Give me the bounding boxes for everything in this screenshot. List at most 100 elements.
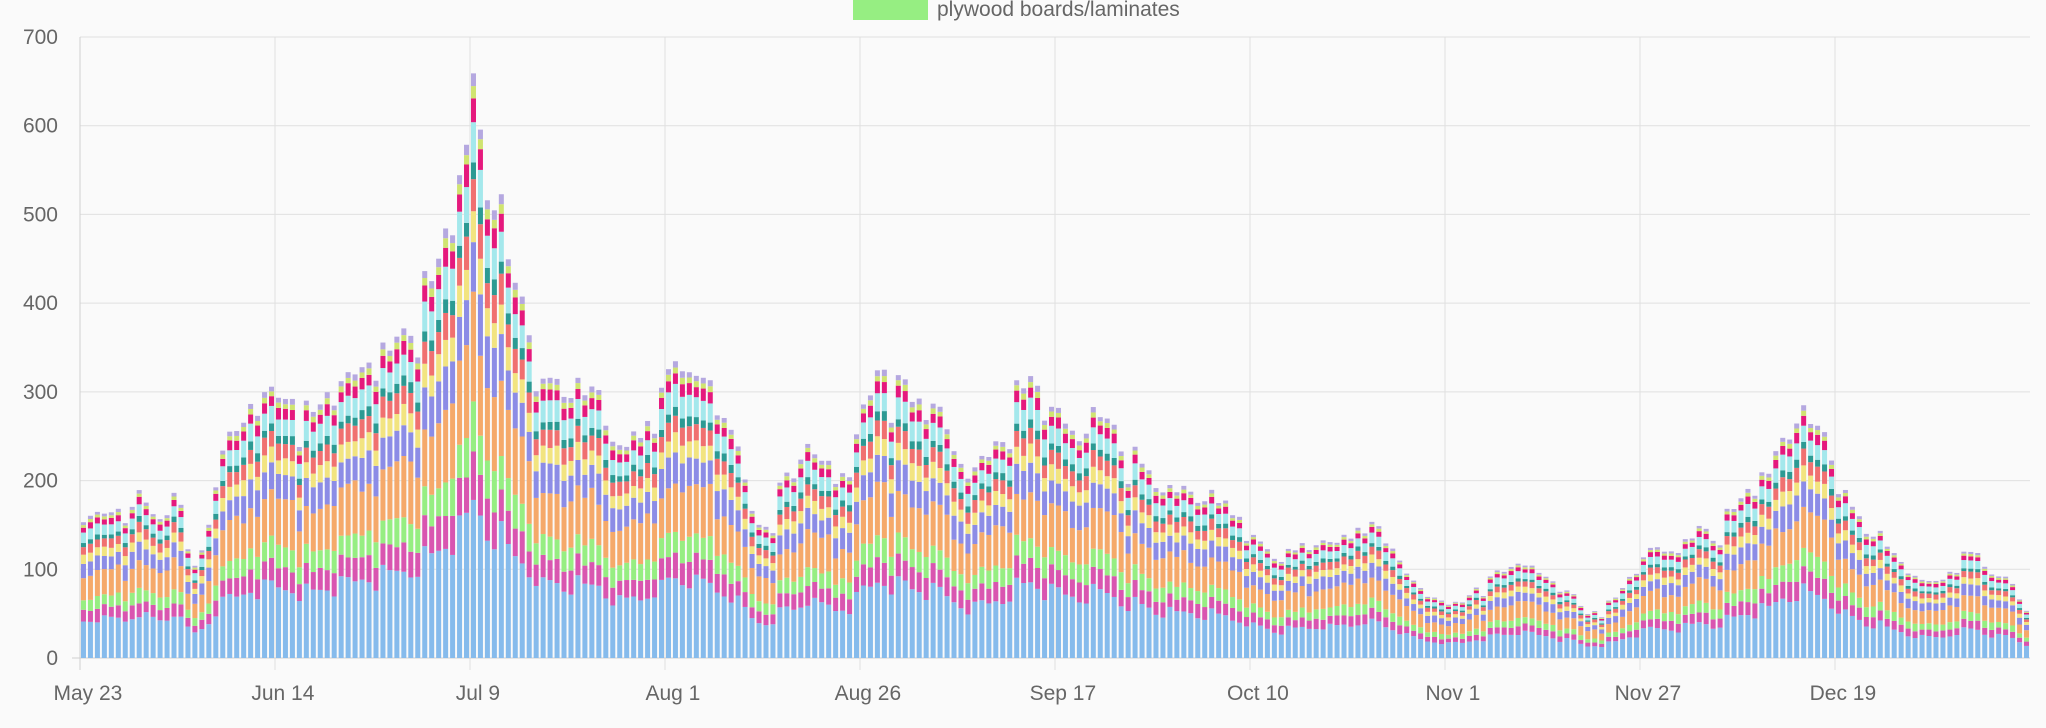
bar-segment bbox=[979, 532, 985, 567]
bar-segment bbox=[547, 580, 553, 658]
bar-segment bbox=[1989, 590, 1995, 595]
bar-segment bbox=[1090, 417, 1096, 428]
bar-segment bbox=[317, 567, 323, 590]
bar-segment bbox=[1613, 622, 1619, 632]
legend-swatch[interactable] bbox=[853, 0, 928, 20]
bar-segment bbox=[1571, 639, 1577, 658]
bar-segment bbox=[624, 580, 630, 598]
bar-segment bbox=[122, 611, 128, 622]
bar-segment bbox=[1815, 493, 1821, 516]
bar-segment bbox=[1432, 642, 1438, 658]
bar-segment bbox=[1522, 565, 1528, 568]
bar-segment bbox=[1849, 506, 1855, 510]
bar-segment bbox=[1494, 586, 1500, 593]
bar-segment bbox=[679, 585, 685, 658]
bar-segment bbox=[854, 576, 860, 592]
bar-segment bbox=[143, 612, 149, 658]
bar-segment bbox=[436, 488, 442, 517]
bar-segment bbox=[122, 523, 128, 526]
bar-segment bbox=[1139, 543, 1145, 574]
bar-segment bbox=[1752, 498, 1758, 502]
bar-segment bbox=[1870, 628, 1876, 658]
bar-segment bbox=[1097, 484, 1103, 509]
bar-segment bbox=[1613, 616, 1619, 623]
bar-segment bbox=[1069, 464, 1075, 472]
bar-segment bbox=[227, 431, 233, 437]
bar-segment bbox=[1264, 628, 1270, 658]
bar-segment bbox=[477, 515, 483, 658]
bar-segment bbox=[1766, 480, 1772, 489]
bar-segment bbox=[122, 533, 128, 544]
bar-segment bbox=[561, 591, 567, 658]
bar-segment bbox=[1842, 530, 1848, 541]
bar-segment bbox=[1557, 597, 1563, 602]
bar-segment bbox=[1202, 501, 1208, 505]
bar-segment bbox=[429, 553, 435, 658]
bar-segment bbox=[234, 596, 240, 658]
bar-segment bbox=[1724, 532, 1730, 537]
bar-segment bbox=[1996, 577, 2002, 580]
bar-segment bbox=[902, 464, 908, 495]
bar-segment bbox=[1000, 506, 1006, 527]
bar-segment bbox=[2017, 599, 2023, 601]
bar-segment bbox=[1494, 606, 1500, 621]
bar-segment bbox=[1111, 457, 1117, 466]
bar-segment bbox=[387, 570, 393, 658]
bar-segment bbox=[1557, 630, 1563, 637]
bar-segment bbox=[1585, 646, 1591, 658]
bar-segment bbox=[1717, 590, 1723, 610]
bar-segment bbox=[1536, 588, 1542, 593]
bar-segment bbox=[659, 538, 665, 559]
bar-segment bbox=[714, 451, 720, 459]
bar-segment bbox=[1167, 524, 1173, 536]
bar-segment bbox=[540, 378, 546, 384]
bar-segment bbox=[784, 606, 790, 658]
bar-segment bbox=[1257, 617, 1263, 626]
bar-segment bbox=[665, 392, 671, 415]
bar-segment bbox=[895, 553, 901, 577]
bar-segment bbox=[255, 453, 261, 462]
bar-segment bbox=[1432, 606, 1438, 609]
bar-segment bbox=[80, 600, 86, 610]
bar-segment bbox=[1188, 521, 1194, 533]
bar-segment bbox=[777, 580, 783, 594]
bar-segment bbox=[2010, 595, 2016, 598]
bar-segment bbox=[1668, 595, 1674, 612]
bar-segment bbox=[1898, 617, 1904, 625]
bar-segment bbox=[1299, 576, 1305, 586]
bar-segment bbox=[665, 414, 671, 423]
bar-segment bbox=[686, 441, 692, 458]
bar-segment bbox=[199, 558, 205, 567]
bar-segment bbox=[477, 149, 483, 170]
bar-segment bbox=[1049, 480, 1055, 504]
bar-segment bbox=[1856, 519, 1862, 522]
bar-segment bbox=[1919, 598, 1925, 604]
bar-segment bbox=[1829, 608, 1835, 658]
bar-segment bbox=[923, 420, 929, 425]
bar-segment bbox=[582, 497, 588, 546]
bar-segment bbox=[464, 477, 470, 513]
legend-label[interactable]: plywood boards/laminates bbox=[937, 0, 1180, 21]
bar-segment bbox=[401, 517, 407, 543]
bar-segment bbox=[902, 401, 908, 424]
bar-segment bbox=[881, 382, 887, 394]
bar-segment bbox=[519, 563, 525, 658]
bar-segment bbox=[610, 605, 616, 658]
bar-segment bbox=[80, 578, 86, 601]
y-tick-label: 500 bbox=[23, 203, 58, 226]
bar-segment bbox=[108, 524, 114, 535]
bar-segment bbox=[512, 297, 518, 315]
bar-segment bbox=[1174, 611, 1180, 658]
bar-segment bbox=[1696, 577, 1702, 601]
bar-segment bbox=[498, 261, 504, 274]
bar-segment bbox=[1780, 581, 1786, 599]
bar-segment bbox=[1021, 393, 1027, 400]
bar-segment bbox=[136, 532, 142, 542]
bar-segment bbox=[1153, 532, 1159, 543]
bar-segment bbox=[491, 347, 497, 398]
bar-segment bbox=[1480, 607, 1486, 611]
bar-segment bbox=[610, 567, 616, 588]
bar-segment bbox=[1877, 601, 1883, 611]
bar-segment bbox=[1794, 428, 1800, 433]
chart-legend[interactable]: plywood boards/laminates bbox=[853, 0, 1180, 21]
